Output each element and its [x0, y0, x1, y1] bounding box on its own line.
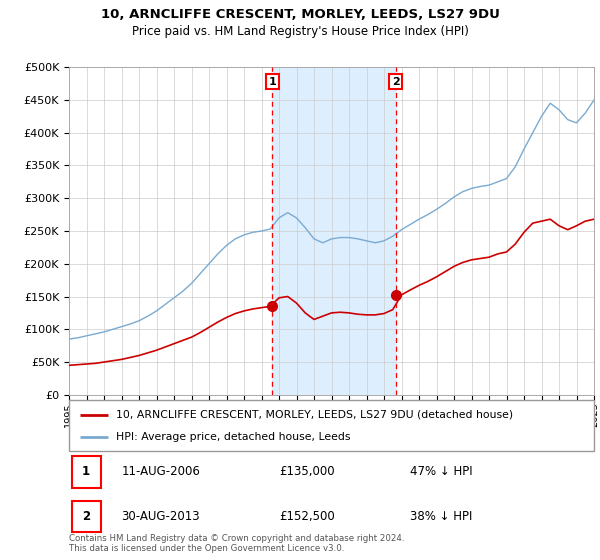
Text: Price paid vs. HM Land Registry's House Price Index (HPI): Price paid vs. HM Land Registry's House … [131, 25, 469, 38]
Text: 47% ↓ HPI: 47% ↓ HPI [410, 465, 473, 478]
Text: 38% ↓ HPI: 38% ↓ HPI [410, 510, 473, 523]
Text: 1: 1 [268, 77, 276, 87]
Text: 1: 1 [82, 465, 90, 478]
Text: £152,500: £152,500 [279, 510, 335, 523]
Text: 30-AUG-2013: 30-AUG-2013 [121, 510, 200, 523]
Text: £135,000: £135,000 [279, 465, 335, 478]
Text: 10, ARNCLIFFE CRESCENT, MORLEY, LEEDS, LS27 9DU (detached house): 10, ARNCLIFFE CRESCENT, MORLEY, LEEDS, L… [116, 409, 514, 419]
Text: HPI: Average price, detached house, Leeds: HPI: Average price, detached house, Leed… [116, 432, 351, 442]
Text: Contains HM Land Registry data © Crown copyright and database right 2024.
This d: Contains HM Land Registry data © Crown c… [69, 534, 404, 553]
FancyBboxPatch shape [71, 456, 101, 488]
Text: 2: 2 [392, 77, 400, 87]
Text: 10, ARNCLIFFE CRESCENT, MORLEY, LEEDS, LS27 9DU: 10, ARNCLIFFE CRESCENT, MORLEY, LEEDS, L… [101, 8, 499, 21]
Text: 11-AUG-2006: 11-AUG-2006 [121, 465, 200, 478]
FancyBboxPatch shape [71, 501, 101, 533]
Text: 2: 2 [82, 510, 90, 523]
Bar [272, 67, 395, 395]
FancyBboxPatch shape [69, 400, 594, 451]
